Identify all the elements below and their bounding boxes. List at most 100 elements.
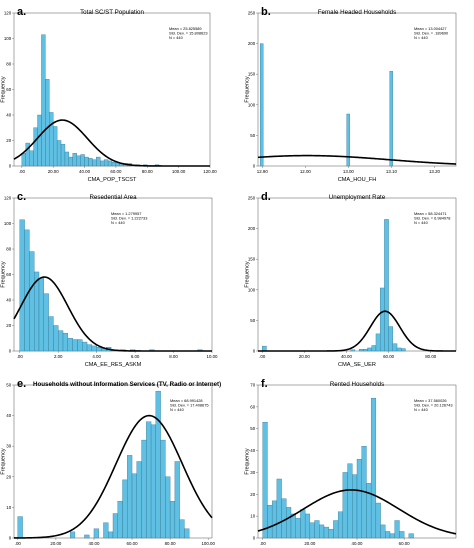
x-tick-label-a: 80.00	[142, 169, 154, 174]
histogram-bar-b	[259, 43, 264, 167]
histogram-bar-f	[370, 397, 377, 539]
histogram-bar-f	[328, 529, 334, 539]
y-tick-label-d: 200	[248, 226, 256, 231]
y-tick-label-c: 40	[6, 298, 11, 303]
histogram-bar-f	[347, 463, 353, 539]
x-tick-label-f: .00	[260, 541, 267, 546]
y-tick-label-f: 20	[250, 492, 255, 497]
histogram-bar-e	[169, 501, 176, 539]
panel-b: b. Female Headed Households Frequency CMA_H…	[245, 6, 457, 183]
x-axis-label-a: CMA_POP_TSCST	[88, 177, 137, 183]
histogram-bar-e	[179, 519, 185, 539]
histogram-bar-e	[103, 522, 109, 539]
y-tick-label-a: 120	[4, 11, 12, 16]
histogram-bar-f	[295, 518, 301, 539]
y-tick-label-b: 200	[248, 41, 256, 46]
x-tick-label-a: 20.00	[48, 169, 60, 174]
histogram-bar-c	[67, 338, 73, 352]
y-tick-label-b: 250	[248, 11, 256, 16]
stats-line-b: N = 440	[414, 35, 429, 40]
x-tick-label-c: .00	[17, 354, 24, 359]
histogram-bar-c	[53, 325, 59, 352]
x-tick-label-a: 100.00	[172, 169, 186, 174]
histogram-bar-e	[117, 501, 123, 539]
histogram-bar-d	[375, 333, 381, 352]
histogram-bar-a	[60, 144, 66, 167]
plot-frame-d	[257, 197, 457, 352]
y-tick-label-e: 50	[6, 383, 11, 388]
y-tick-label-f: 60	[250, 404, 255, 409]
x-tick-label-d: .00	[259, 354, 266, 359]
normal-curve-d	[258, 310, 456, 352]
stats-line-f: Mean = 37.560026	[414, 398, 447, 403]
histogram-bar-c	[91, 345, 97, 352]
y-axis-label-b: Frequency	[245, 76, 251, 103]
histogram-bar-f	[271, 500, 278, 539]
histogram-bar-f	[314, 520, 320, 539]
y-tick-label-b: 50	[250, 133, 255, 138]
histogram-bar-f	[286, 507, 292, 539]
stats-line-f: Std. Dev. = 20.126743	[414, 403, 453, 408]
histogram-bar-d	[358, 348, 364, 352]
histogram-bar-e	[150, 424, 157, 539]
histogram-bar-e	[155, 390, 161, 539]
x-tick-label-b: 13.00	[343, 169, 355, 174]
normal-curve-e	[14, 414, 213, 539]
y-tick-label-c: 20	[6, 323, 11, 328]
y-axis-label-c: Frequency	[1, 261, 7, 288]
x-tick-label-b: 13.20	[429, 169, 441, 174]
panel-letter-b: b.	[261, 6, 271, 18]
y-tick-label-c: 60	[6, 272, 11, 277]
histogram-bar-a	[84, 156, 89, 167]
x-tick-label-b: 12.00	[300, 169, 312, 174]
x-axis-label-c: CMA_EE_RES_ASKM	[85, 362, 142, 368]
histogram-bar-f	[300, 509, 306, 539]
y-axis-label-f: Frequency	[245, 448, 251, 475]
y-axis-label-a: Frequency	[1, 76, 7, 103]
histogram-bar-d	[384, 219, 389, 352]
stats-line-c: Mean = 1.279957	[111, 211, 141, 216]
histogram-bar-f	[304, 513, 311, 539]
histogram-bar-a	[96, 156, 101, 167]
histogram-bar-a	[64, 151, 70, 167]
x-tick-label-c: 4.00	[92, 354, 101, 359]
histogram-bar-e	[93, 528, 99, 539]
x-tick-label-b: 13.10	[386, 169, 398, 174]
normal-curve-f	[257, 489, 457, 535]
histogram-bar-a	[49, 112, 54, 167]
stats-line-f: N = 440	[414, 407, 429, 412]
histogram-bar-f	[323, 526, 329, 539]
histogram-bar-f	[385, 531, 391, 539]
panel-letter-e: e.	[17, 378, 26, 390]
x-tick-label-e: .00	[15, 541, 22, 546]
plot-frame-b	[257, 12, 457, 167]
y-tick-label-f: 40	[250, 448, 255, 453]
y-tick-label-a: 100	[4, 36, 12, 41]
histogram-bar-e	[174, 461, 180, 539]
histogram-bar-a	[33, 127, 38, 167]
histogram-bar-d	[379, 287, 385, 352]
histogram-bar-e	[165, 476, 171, 539]
y-tick-label-d: 100	[248, 287, 256, 292]
chart-title-c: Resedential Area	[89, 194, 137, 201]
x-tick-label-b: 12.90	[257, 169, 269, 174]
y-tick-label-f: 0	[253, 536, 256, 541]
histogram-bar-a	[72, 153, 77, 167]
panel-letter-f: f.	[261, 378, 268, 390]
stats-line-d: N = 440	[414, 220, 429, 225]
chart-title-d: Unemployment Rate	[329, 194, 386, 201]
x-tick-label-f: 60.00	[399, 541, 411, 546]
histogram-bar-a	[29, 150, 34, 167]
chart-title-a: Total SC/ST Population	[80, 9, 144, 16]
histogram-bar-d	[363, 348, 368, 352]
histogram-bar-f	[366, 483, 372, 539]
histogram-bar-b	[346, 113, 350, 167]
stats-line-b: Mean = 13.004427	[414, 26, 447, 31]
histogram-bar-f	[399, 531, 405, 539]
x-tick-label-a: .00	[19, 169, 26, 174]
y-tick-label-e: 40	[6, 413, 11, 418]
x-tick-label-a: 60.00	[110, 169, 122, 174]
normal-curve-b	[257, 154, 457, 165]
normal-curve-c	[13, 276, 212, 352]
y-tick-label-f: 30	[250, 470, 255, 475]
